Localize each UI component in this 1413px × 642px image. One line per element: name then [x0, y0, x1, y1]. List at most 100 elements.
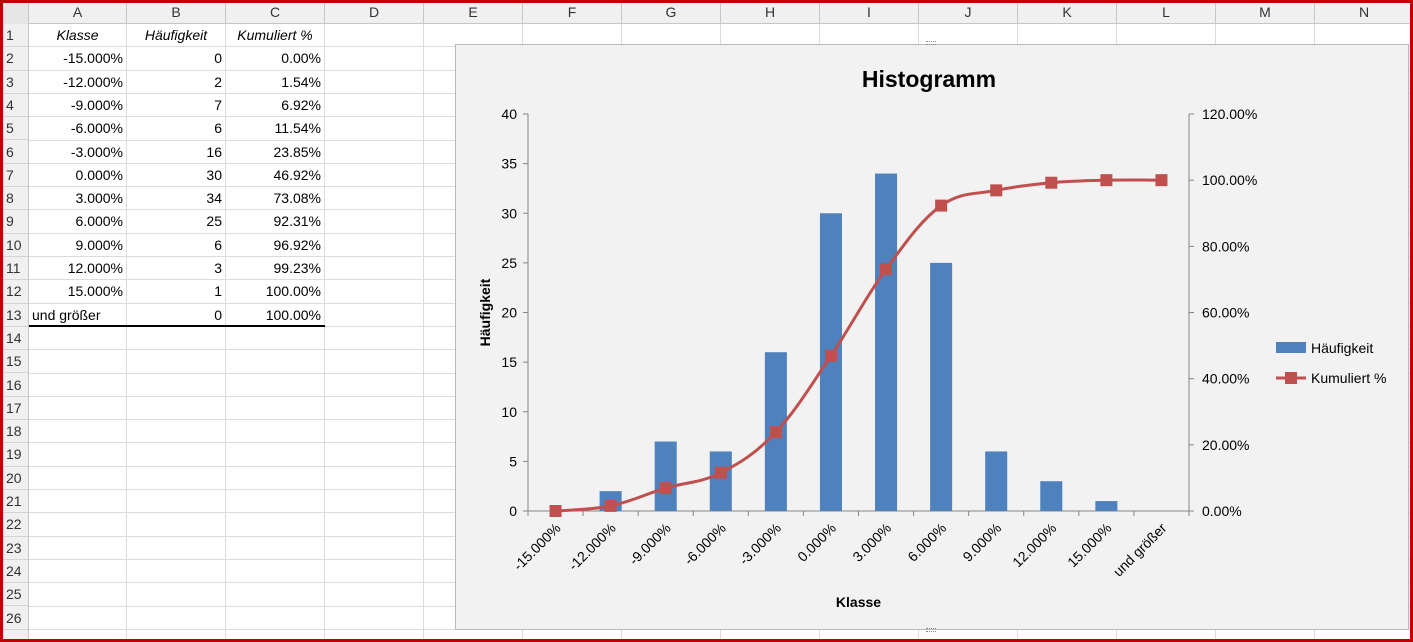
table-cell[interactable]: 96.92% [273, 236, 321, 253]
column-header-b[interactable]: B [127, 0, 226, 24]
column-header-m[interactable]: M [1216, 0, 1315, 24]
table-cell[interactable]: 1.54% [281, 73, 321, 90]
table-header-cell[interactable]: Klasse [56, 27, 99, 43]
row-header-18[interactable]: 18 [0, 420, 28, 444]
table-cell[interactable]: 6.000% [75, 213, 123, 230]
row-header-4[interactable]: 4 [0, 94, 28, 118]
table-cell[interactable]: 12.000% [67, 260, 123, 276]
column-header-l[interactable]: L [1117, 0, 1216, 24]
column-header-h[interactable]: H [721, 0, 820, 24]
table-cell[interactable]: 23.85% [273, 143, 321, 160]
table-cell[interactable]: -15.000% [63, 50, 123, 67]
chart-resize-handle-top[interactable] [926, 41, 936, 45]
x-tick-label: -15.000% [510, 520, 564, 574]
column-header-k[interactable]: K [1018, 0, 1117, 24]
table-cell[interactable]: 6 [214, 120, 222, 137]
y-tick-label: 5 [509, 453, 517, 469]
x-tick-label: 0.000% [794, 520, 839, 565]
table-cell[interactable]: 99.23% [273, 260, 321, 276]
row-header-14[interactable]: 14 [0, 327, 28, 351]
y-tick-label: 10 [501, 404, 517, 420]
table-cell[interactable]: -9.000% [70, 96, 123, 113]
table-cell[interactable]: 92.31% [273, 213, 321, 230]
chart-resize-handle-bottom[interactable] [926, 628, 936, 632]
row-header-17[interactable]: 17 [0, 397, 28, 421]
column-header-j[interactable]: J [919, 0, 1018, 24]
table-cell[interactable]: -6.000% [70, 120, 123, 137]
table-cell[interactable]: 46.92% [273, 166, 321, 183]
cumulative-marker [880, 263, 893, 276]
cumulative-marker [659, 482, 672, 495]
table-cell[interactable]: 6.92% [281, 96, 321, 113]
grid-line-vertical [126, 24, 127, 642]
row-header-19[interactable]: 19 [0, 443, 28, 467]
table-cell[interactable]: 3.000% [75, 190, 123, 207]
histogram-bar [1095, 501, 1118, 511]
row-header-10[interactable]: 10 [0, 234, 28, 257]
table-cell[interactable]: 73.08% [273, 190, 321, 207]
row-header-25[interactable]: 25 [0, 583, 28, 607]
row-header-20[interactable]: 20 [0, 467, 28, 490]
x-tick-label: 9.000% [959, 520, 1004, 565]
select-all-corner[interactable] [0, 0, 29, 24]
table-cell[interactable]: 30 [206, 166, 222, 183]
column-header-d[interactable]: D [325, 0, 424, 24]
table-cell[interactable]: 6 [214, 236, 222, 253]
table-cell[interactable]: 7 [214, 96, 222, 113]
column-header-i[interactable]: I [820, 0, 919, 24]
row-header-22[interactable]: 22 [0, 513, 28, 537]
table-cell[interactable]: 16 [206, 143, 222, 160]
table-cell[interactable]: 25 [206, 213, 222, 230]
table-cell[interactable]: 0 [214, 306, 222, 323]
y2-tick-label: 20.00% [1202, 437, 1249, 453]
row-header-24[interactable]: 24 [0, 560, 28, 584]
column-header-a[interactable]: A [29, 0, 127, 24]
row-header-23[interactable]: 23 [0, 537, 28, 560]
row-header-21[interactable]: 21 [0, 490, 28, 514]
row-header-9[interactable]: 9 [0, 210, 28, 234]
table-cell[interactable]: 100.00% [265, 283, 321, 300]
row-header-6[interactable]: 6 [0, 141, 28, 164]
row-header-7[interactable]: 7 [0, 164, 28, 188]
row-header-5[interactable]: 5 [0, 117, 28, 141]
table-cell[interactable]: 34 [206, 190, 222, 207]
table-cell[interactable]: 15.000% [67, 283, 123, 300]
table-cell[interactable]: 0 [214, 50, 222, 67]
row-header-1[interactable]: 1 [0, 24, 28, 48]
row-header-13[interactable]: 13 [0, 304, 28, 327]
table-cell[interactable]: 2 [214, 73, 222, 90]
row-header-2[interactable]: 2 [0, 47, 28, 71]
x-tick-label: 12.000% [1009, 520, 1059, 570]
table-cell[interactable]: 100.00% [265, 306, 321, 323]
table-cell[interactable]: 9.000% [75, 236, 123, 253]
table-cell[interactable]: -3.000% [70, 143, 123, 160]
column-header-f[interactable]: F [523, 0, 622, 24]
table-cell[interactable]: 0.000% [75, 166, 123, 183]
row-header-8[interactable]: 8 [0, 187, 28, 211]
y-tick-label: 25 [501, 255, 517, 271]
y2-tick-label: 120.00% [1202, 106, 1257, 122]
x-tick-label: -3.000% [736, 520, 784, 568]
table-cell[interactable]: 11.54% [274, 120, 321, 137]
row-header-12[interactable]: 12 [0, 280, 28, 304]
histogram-chart[interactable]: Histogramm 0 5 10 15 20 25 30 35 40 0.00% 20.00% 40.… [455, 41, 1409, 632]
cumulative-marker [604, 499, 617, 512]
table-header-cell[interactable]: Kumuliert % [237, 27, 313, 43]
table-cell[interactable]: 1 [214, 283, 222, 300]
column-header-c[interactable]: C [226, 0, 325, 24]
column-header-g[interactable]: G [622, 0, 721, 24]
cumulative-marker [549, 505, 562, 517]
table-header-cell[interactable]: Häufigkeit [144, 27, 208, 43]
row-header-3[interactable]: 3 [0, 71, 28, 94]
row-header-16[interactable]: 16 [0, 374, 28, 397]
table-cell[interactable]: 0.00% [281, 50, 321, 67]
row-header-26[interactable]: 26 [0, 607, 28, 630]
column-header-n[interactable]: N [1315, 0, 1413, 24]
row-header-15[interactable]: 15 [0, 350, 28, 374]
row-header-11[interactable]: 11 [0, 257, 28, 281]
table-cell[interactable]: 3 [214, 260, 222, 276]
column-header-e[interactable]: E [424, 0, 523, 24]
x-tick-label: -6.000% [681, 520, 729, 568]
table-cell[interactable]: -12.000% [63, 73, 123, 90]
table-cell[interactable]: und größer [32, 306, 101, 323]
